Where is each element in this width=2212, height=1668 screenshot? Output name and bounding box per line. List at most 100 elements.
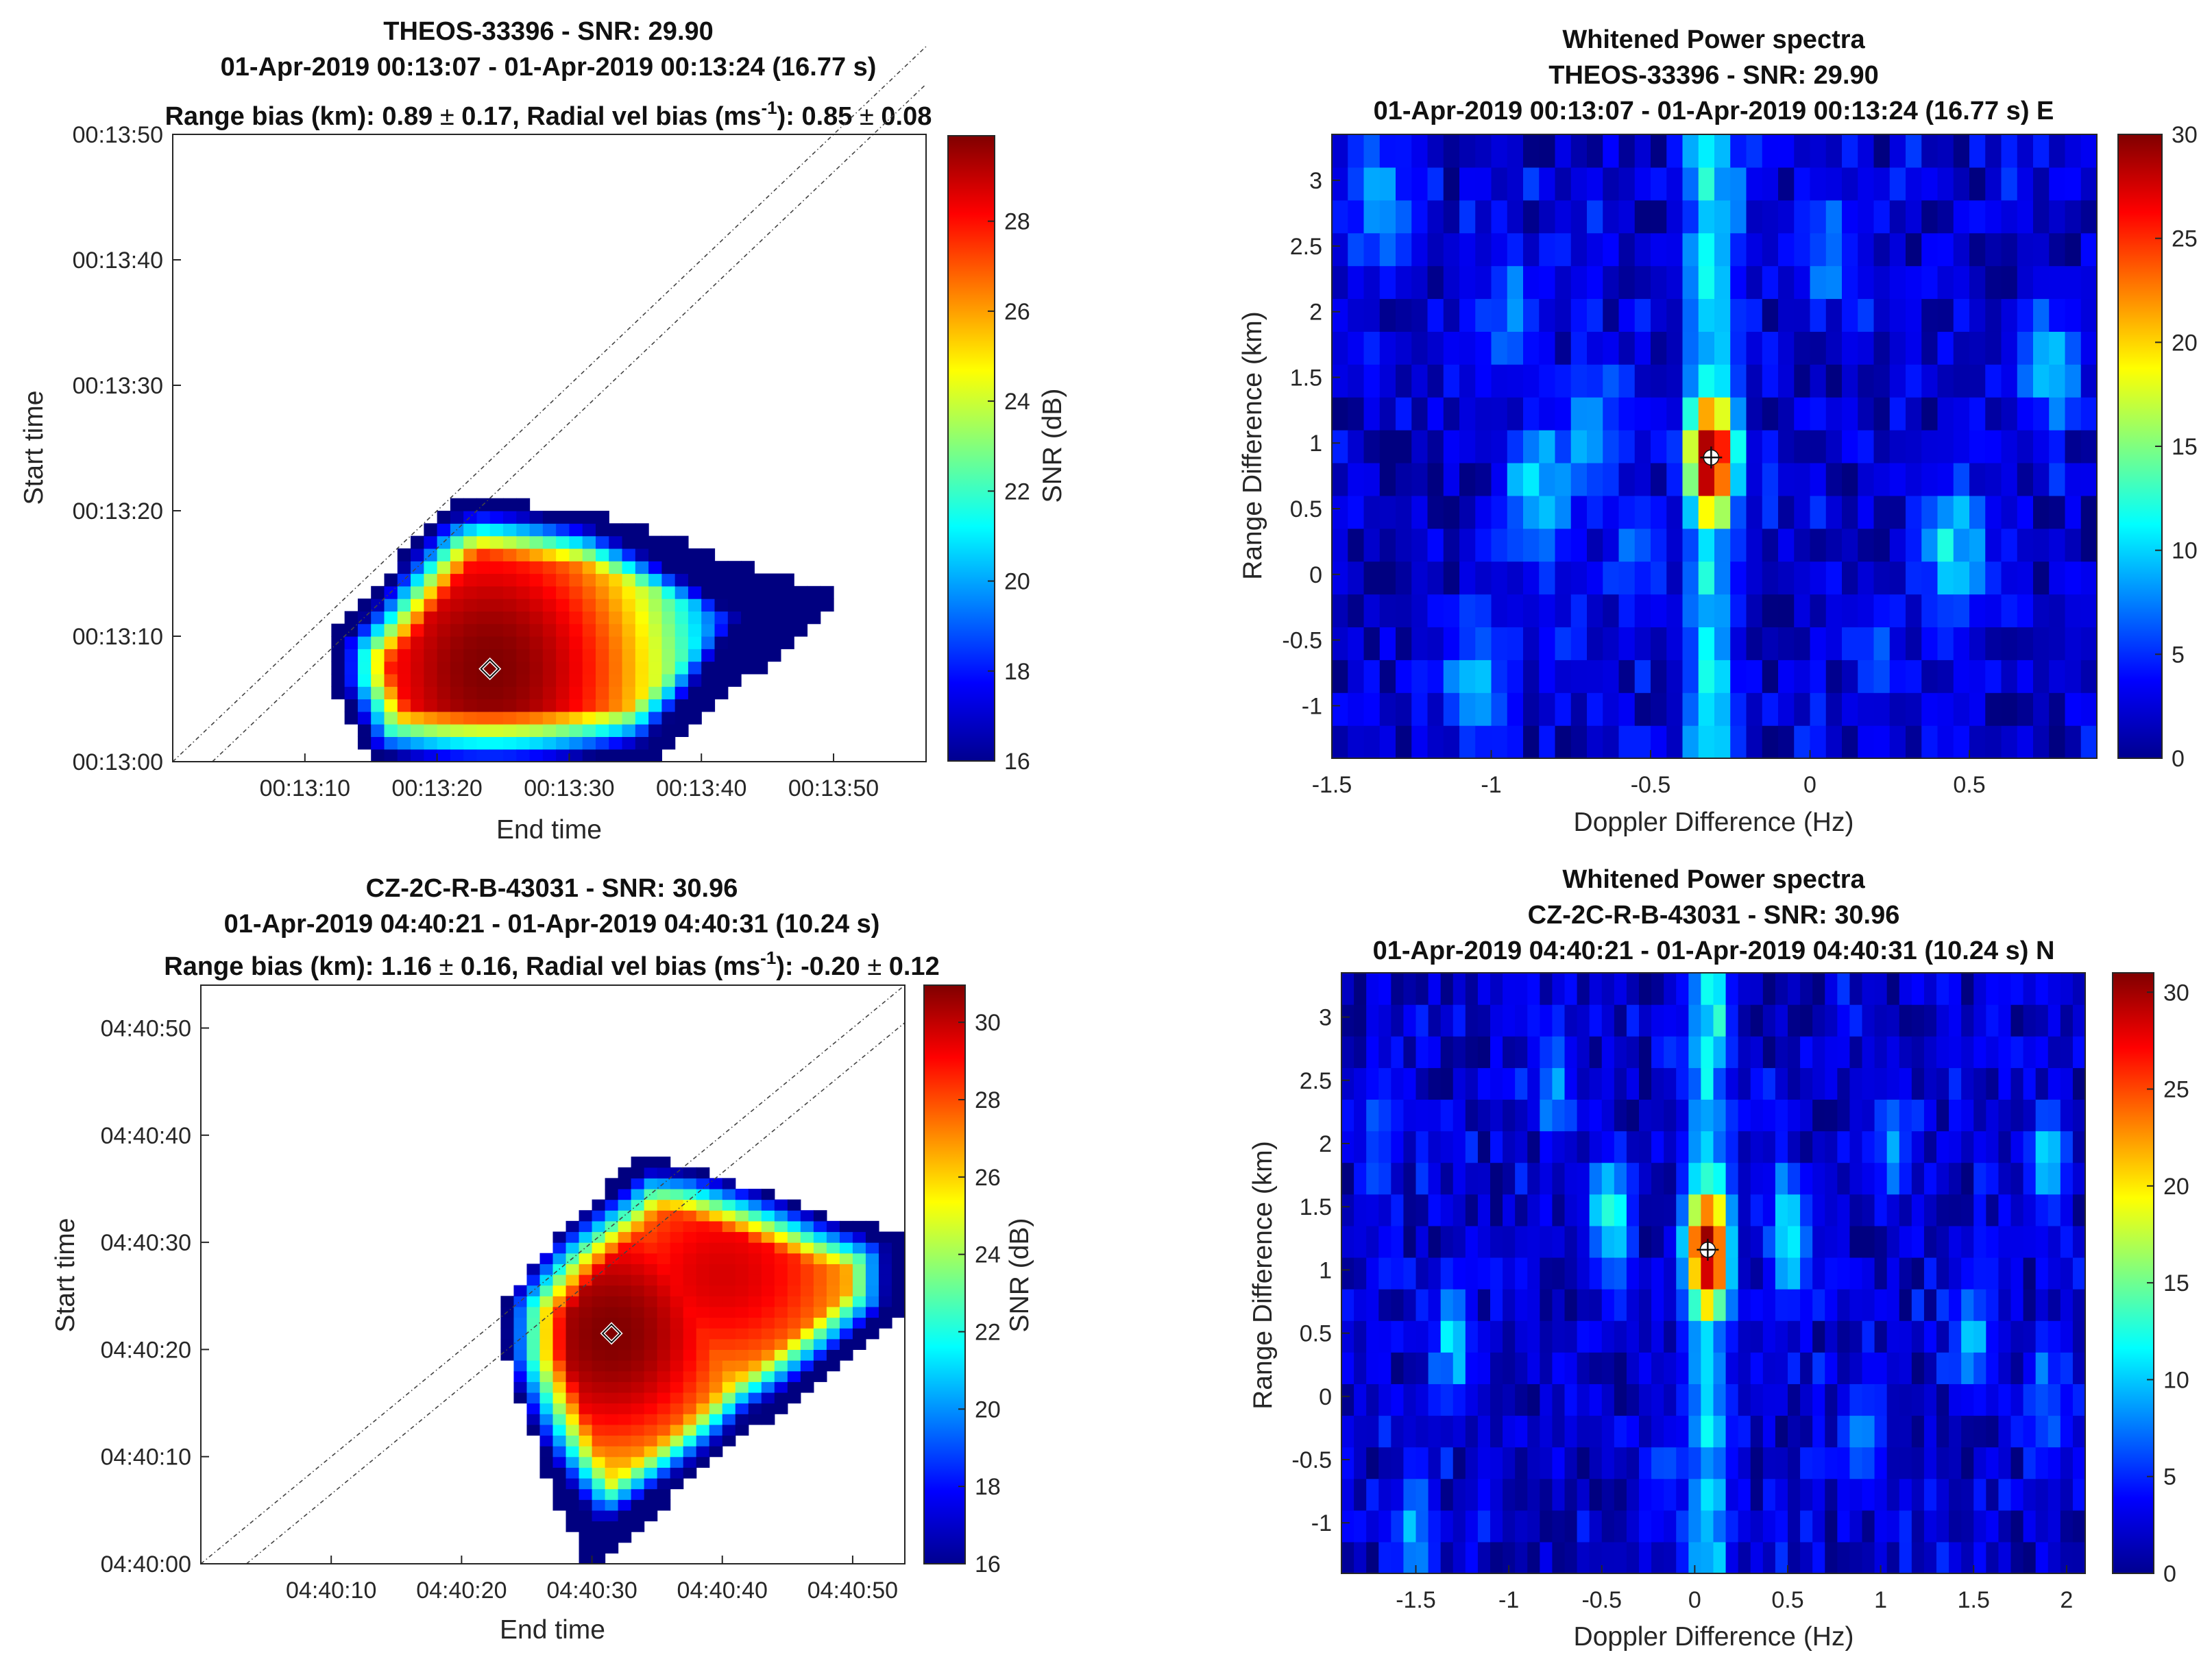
heatmap-cell [1911, 1320, 1925, 1353]
heatmap-cell [1354, 1225, 1367, 1258]
heatmap-cell [683, 1242, 697, 1254]
heatmap-cell [1618, 397, 1636, 431]
heatmap-cell [1618, 364, 1636, 398]
heatmap-cell [2072, 1099, 2086, 1132]
heatmap-cell [1428, 1131, 1442, 1163]
heatmap-cell [566, 1306, 580, 1318]
p3-x-axis: 04:40:10 04:40:20 04:40:30 04:40:40 04:40:50 [286, 1556, 898, 1604]
heatmap-cell [2023, 1415, 2037, 1448]
heatmap-cell [780, 611, 794, 625]
heatmap-cell [774, 1328, 788, 1340]
heatmap-cell [1794, 561, 1811, 595]
heatmap-cell [357, 661, 372, 675]
heatmap-cell [622, 649, 636, 662]
heatmap-cell [1837, 1541, 1851, 1574]
heatmap-cell [635, 611, 649, 625]
heatmap-cell [2049, 265, 2066, 300]
heatmap-cell [1874, 1194, 1888, 1226]
heatmap-cell [1899, 1447, 1912, 1479]
heatmap-cell [1366, 1320, 1379, 1353]
heatmap-cell [1842, 298, 1858, 332]
heatmap-cell [609, 736, 623, 750]
heatmap-cell [1634, 660, 1651, 693]
heatmap-cell [1842, 397, 1858, 431]
heatmap-cell [2047, 1541, 2061, 1574]
heatmap-cell [674, 661, 689, 675]
heatmap-cell [489, 498, 504, 511]
heatmap-cell [1906, 397, 1922, 431]
heatmap-cell [1626, 1036, 1640, 1068]
heatmap-cell [1527, 1320, 1540, 1353]
heatmap-cell [1698, 364, 1715, 398]
heatmap-cell [1746, 364, 1763, 398]
heatmap-cell [1788, 1383, 1801, 1416]
heatmap-cell [424, 724, 438, 737]
heatmap-cell [1587, 528, 1603, 562]
heatmap-cell [631, 1317, 645, 1329]
heatmap-cell [437, 585, 451, 599]
heatmap-cell [1906, 364, 1922, 398]
heatmap-cell [670, 1360, 684, 1372]
heatmap-cell [1858, 627, 1875, 660]
heatmap-cell [1874, 1036, 1888, 1068]
heatmap-cell [1862, 1162, 1875, 1195]
heatmap-cell [2023, 1383, 2037, 1416]
heatmap-cell [1428, 1447, 1442, 1479]
heatmap-cell [595, 636, 609, 649]
heatmap-cell [826, 1285, 840, 1296]
heatmap-cell [774, 1317, 788, 1329]
heatmap-cell [1603, 561, 1620, 595]
heatmap-cell [1858, 528, 1875, 562]
heatmap-cell [618, 1360, 632, 1372]
heatmap-cell [683, 1467, 697, 1479]
heatmap-cell [1874, 1352, 1888, 1384]
p3-ylabel: Start time [51, 1218, 80, 1333]
heatmap-cell [1688, 1447, 1702, 1479]
heatmap-cell [683, 1456, 697, 1468]
heatmap-cell [709, 1242, 723, 1254]
heatmap-cell [852, 1220, 866, 1233]
y-tick-label: 04:40:00 [101, 1551, 191, 1578]
heatmap-cell [1587, 561, 1603, 595]
heatmap-cell [1730, 430, 1747, 463]
heatmap-cell [582, 573, 596, 587]
heatmap-cell [503, 649, 517, 662]
heatmap-cell [2080, 495, 2098, 529]
heatmap-cell [1849, 1225, 1863, 1258]
heatmap-cell [618, 1532, 632, 1543]
heatmap-cell [813, 1306, 827, 1318]
heatmap-cell [661, 599, 676, 612]
heatmap-cell [579, 1477, 593, 1490]
heatmap-cell [1923, 973, 1937, 1005]
heatmap-cell [1889, 430, 1906, 463]
heatmap-cell [1440, 973, 1454, 1005]
heatmap-cell [800, 1253, 814, 1264]
heatmap-cell [605, 1253, 619, 1264]
heatmap-cell [605, 1532, 619, 1543]
heatmap-cell [661, 573, 676, 587]
heatmap-cell [2049, 200, 2066, 234]
heatmap-cell [1862, 1383, 1875, 1416]
heatmap-cell [1626, 1099, 1640, 1132]
heatmap-cell [1812, 1067, 1825, 1100]
heatmap-cell [1403, 1099, 1417, 1132]
heatmap-cell [683, 1446, 697, 1458]
heatmap-cell [1564, 1099, 1578, 1132]
p2-title-line2: THEOS-33396 - SNR: 29.90 [1548, 61, 1879, 90]
heatmap-cell [2072, 1383, 2086, 1416]
heatmap-cell [1507, 725, 1524, 759]
heatmap-cell [411, 611, 424, 625]
heatmap-cell [657, 1488, 671, 1500]
heatmap-cell [800, 1274, 814, 1286]
heatmap-cell [794, 599, 808, 612]
x-tick-label: 00:13:20 [391, 775, 482, 801]
heatmap-cell [839, 1264, 853, 1275]
heatmap-cell [1634, 265, 1651, 300]
heatmap-cell [1849, 1036, 1863, 1068]
heatmap-cell [670, 1424, 684, 1436]
heatmap-cell [1348, 462, 1365, 496]
heatmap-cell [754, 599, 768, 612]
heatmap-cell [767, 649, 781, 662]
heatmap-cell [592, 1253, 606, 1264]
heatmap-cell [1858, 265, 1875, 300]
